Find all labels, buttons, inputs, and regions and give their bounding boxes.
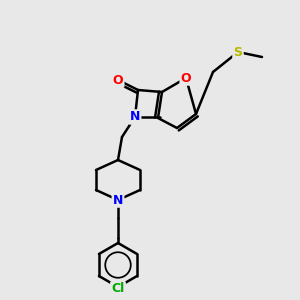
Text: O: O [113,74,123,86]
Text: S: S [233,46,242,59]
Text: N: N [130,110,140,124]
Text: O: O [181,71,191,85]
Text: N: N [113,194,123,206]
Text: Cl: Cl [111,283,124,296]
